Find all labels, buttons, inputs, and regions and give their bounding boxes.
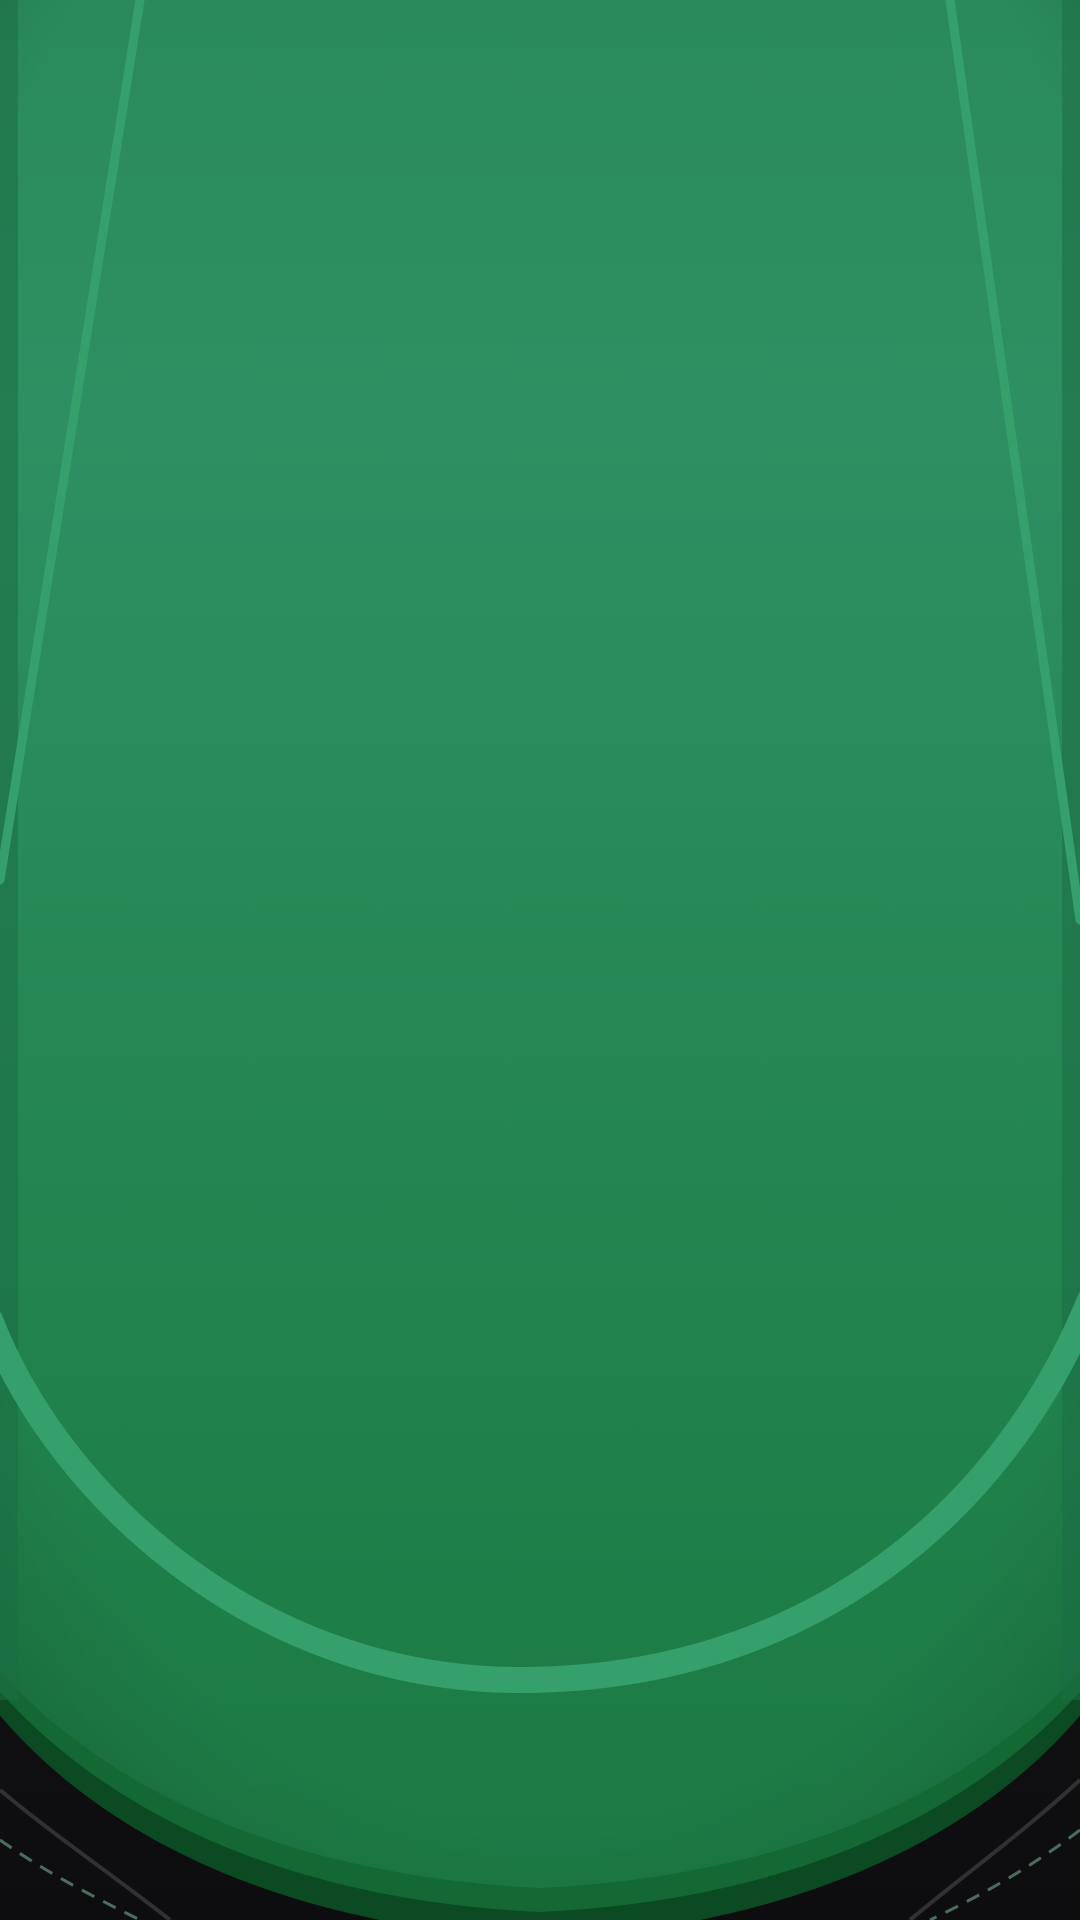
betting-line-left [0,0,145,885]
betting-line-arc [0,1291,1080,1694]
rail-stitch-right [929,1828,1080,1920]
betting-line-right [945,0,1080,925]
rail-highlight-left [0,1788,172,1920]
rail-stitch-left [0,1838,141,1920]
rail-highlight-right [908,1778,1080,1920]
